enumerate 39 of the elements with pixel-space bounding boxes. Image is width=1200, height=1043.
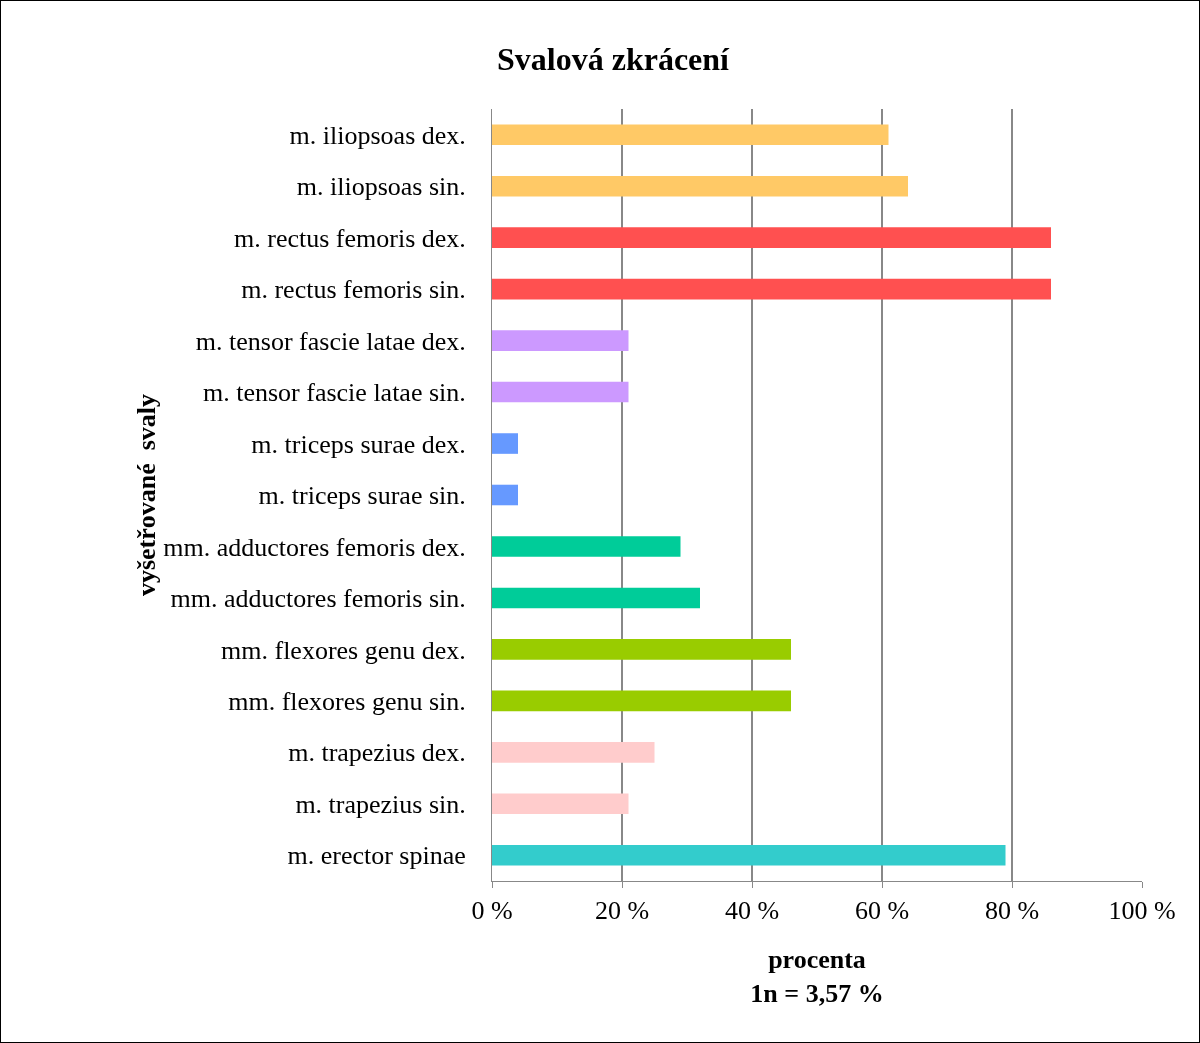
bar <box>492 175 908 197</box>
y-axis-title: vyšetřované svaly <box>131 393 161 597</box>
bar <box>492 793 629 815</box>
y-tick-label: mm. adductores femoris dex. <box>163 532 466 562</box>
bar <box>492 227 1051 248</box>
y-tick-label: mm. flexores genu sin. <box>228 686 466 716</box>
x-tick-label: 40 % <box>724 896 780 926</box>
bar <box>492 690 791 712</box>
y-tick-label: m. triceps surae sin. <box>258 481 466 511</box>
x-tick-label: 60 % <box>854 896 910 926</box>
bar <box>492 536 681 557</box>
y-tick-label: m. tensor fascie latae sin. <box>203 378 466 408</box>
bar <box>492 844 1006 866</box>
y-tick-label: m. rectus femoris dex. <box>234 223 466 253</box>
bar <box>492 433 518 454</box>
y-tick-label: m. rectus femoris sin. <box>241 275 466 305</box>
x-tick-label: 80 % <box>984 896 1040 926</box>
x-tick-label: 100 % <box>1108 896 1176 926</box>
bar <box>492 124 889 146</box>
y-tick-label: m. trapezius sin. <box>295 789 466 819</box>
bar <box>492 381 629 403</box>
y-tick-label: m. iliopsoas dex. <box>289 120 466 150</box>
x-tick-label: 20 % <box>594 896 650 926</box>
y-tick-label: mm. adductores femoris sin. <box>170 584 466 614</box>
y-tick-label: m. tensor fascie latae dex. <box>195 326 466 356</box>
x-axis-title: procenta 1n = 3,57 % <box>750 944 884 1008</box>
bar <box>492 484 518 506</box>
chart-title: Svalová zkrácení <box>497 40 731 77</box>
bar <box>492 278 1051 300</box>
bar <box>492 330 629 351</box>
y-tick-label: m. triceps surae dex. <box>251 429 466 459</box>
bar <box>492 742 655 763</box>
x-tick-label: 0 % <box>471 896 513 926</box>
y-tick-label: m. erector spinae <box>287 841 466 871</box>
bar <box>492 639 791 660</box>
y-tick-label: mm. flexores genu dex. <box>221 635 466 665</box>
bar <box>492 587 700 609</box>
y-tick-label: m. trapezius dex. <box>288 738 466 768</box>
y-tick-label: m. iliopsoas sin. <box>296 172 466 202</box>
